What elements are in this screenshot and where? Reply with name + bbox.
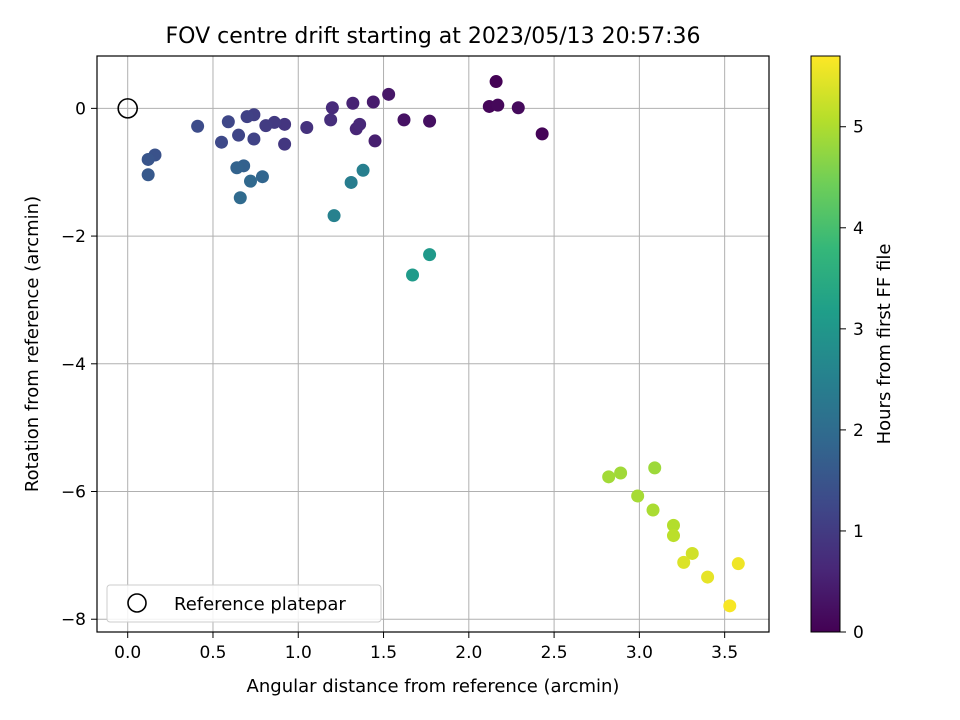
data-point — [353, 117, 367, 131]
x-tick-label: 3.0 — [626, 643, 653, 663]
y-tick-label: −6 — [61, 483, 86, 503]
colorbar-tick-label: 1 — [853, 522, 864, 542]
data-point — [382, 87, 396, 101]
legend-reference-label: Reference platepar — [174, 594, 346, 615]
data-point — [233, 191, 247, 205]
legend-reference-marker — [127, 593, 147, 613]
plot-frame — [96, 55, 770, 633]
colorbar-tick-label: 5 — [853, 118, 864, 138]
data-point — [221, 115, 235, 129]
data-point — [666, 518, 680, 532]
data-point — [406, 268, 420, 282]
data-point — [325, 101, 339, 115]
y-tick-label: 0 — [75, 99, 86, 119]
data-point — [535, 127, 549, 141]
colorbar-gradient — [810, 55, 841, 633]
data-point — [701, 570, 715, 584]
data-point — [141, 168, 155, 182]
data-point — [344, 175, 358, 189]
x-tick-label: 0.0 — [114, 643, 141, 663]
colorbar-tick-label: 4 — [853, 219, 864, 239]
data-point — [646, 503, 660, 517]
data-point — [366, 95, 380, 109]
data-point — [240, 110, 254, 124]
data-point — [677, 555, 691, 569]
data-point — [356, 163, 370, 177]
y-tick-label: −4 — [61, 355, 86, 375]
x-tick-label: 2.5 — [541, 643, 568, 663]
data-point — [666, 529, 680, 543]
data-point — [230, 161, 244, 175]
data-point — [631, 489, 645, 503]
plot-area: 0.0 0.5 1.0 1.5 2.0 2.5 3.0 3.5 0 −2 −4 −6 −8 — [61, 55, 770, 663]
x-tick-label: 3.5 — [711, 643, 738, 663]
colorbar-tick-label: 3 — [853, 320, 864, 340]
data-point — [278, 117, 292, 131]
data-point — [489, 75, 503, 89]
x-tick-label: 1.5 — [370, 643, 397, 663]
colorbar-label: Hours from first FF file — [874, 244, 895, 445]
data-point — [423, 248, 437, 262]
data-point — [255, 170, 269, 184]
data-point — [247, 132, 261, 146]
data-point — [602, 470, 616, 484]
y-tick-label: −2 — [61, 227, 86, 247]
data-point — [397, 113, 411, 127]
data-point — [491, 98, 505, 112]
data-point — [327, 209, 341, 223]
x-tick-label: 2.0 — [455, 643, 482, 663]
colorbar: 0 1 2 3 4 5 — [810, 55, 864, 643]
data-point — [215, 135, 229, 149]
legend: Reference platepar — [106, 584, 382, 623]
data-point — [648, 461, 662, 475]
data-point — [244, 174, 258, 188]
colorbar-tick-label: 0 — [853, 623, 864, 643]
data-point — [731, 557, 745, 571]
x-tick-label: 0.5 — [199, 643, 226, 663]
data-point — [191, 119, 205, 133]
data-point — [141, 152, 155, 166]
colorbar-tick-label: 2 — [853, 421, 864, 441]
data-point — [423, 114, 437, 128]
x-tick-label: 1.0 — [285, 643, 312, 663]
data-point — [259, 119, 273, 133]
y-axis-label: Rotation from reference (arcmin) — [22, 196, 43, 492]
data-point — [232, 128, 246, 142]
data-point — [511, 101, 525, 115]
data-point — [324, 113, 338, 127]
data-point — [346, 96, 360, 110]
data-point — [278, 137, 292, 151]
legend-box — [106, 584, 382, 623]
data-point — [368, 134, 382, 148]
x-axis-label: Angular distance from reference (arcmin) — [247, 676, 620, 697]
chart-title: FOV centre drift starting at 2023/05/13 … — [166, 24, 701, 49]
data-point — [685, 546, 699, 560]
data-point — [723, 599, 737, 613]
data-point — [614, 466, 628, 480]
reference-platepar-marker — [117, 98, 139, 119]
y-tick-label: −8 — [61, 610, 86, 630]
data-point — [300, 121, 314, 135]
